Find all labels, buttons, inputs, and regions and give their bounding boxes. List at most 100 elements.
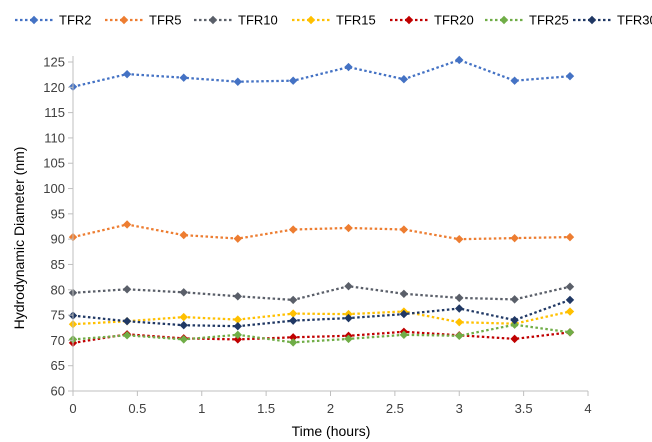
y-tick-label: 105: [43, 156, 65, 171]
data-point: [344, 313, 353, 323]
data-point: [288, 338, 298, 347]
x-tick-label: 2.5: [386, 401, 404, 416]
data-point: [344, 62, 353, 72]
series-line: [72, 285, 571, 302]
y-axis: Hydrodynamic Diameter (nm) 60 65 70 75 80 85 9…: [11, 55, 74, 399]
x-axis: Time (hours) 0 0.5 1 1.5 2 2.5 3 3.5 4: [69, 390, 592, 439]
legend-label: TFR10: [238, 13, 278, 28]
data-point: [179, 335, 188, 344]
series-line: [72, 310, 571, 326]
x-tick-label: 1.5: [257, 401, 275, 416]
data-point: [344, 282, 353, 291]
data-point: [399, 330, 409, 340]
data-point: [510, 295, 519, 304]
data-point: [565, 232, 575, 242]
legend-item: TFR5: [105, 13, 182, 28]
y-tick-label: 85: [51, 257, 65, 272]
legend-item: TFR10: [194, 13, 278, 28]
data-point: [455, 304, 464, 313]
data-point: [179, 230, 188, 240]
x-tick-label: 4: [584, 401, 591, 416]
legend-marker: [587, 15, 597, 25]
data-point: [179, 312, 188, 322]
data-point: [288, 225, 298, 234]
y-tick-label: 80: [51, 282, 65, 297]
legend-marker: [306, 15, 316, 25]
series-tfr10: [68, 282, 575, 305]
legend-label: TFR25: [529, 13, 569, 28]
legend-item: TFR2: [15, 13, 92, 28]
legend-label: TFR5: [149, 13, 182, 28]
legend-label: TFR2: [59, 13, 92, 28]
data-point: [510, 233, 519, 243]
x-tick-label: 3.5: [515, 401, 533, 416]
series-tfr2: [68, 55, 575, 92]
data-point: [179, 73, 188, 82]
data-point: [233, 335, 242, 344]
data-point: [510, 334, 519, 344]
data-point: [288, 76, 298, 85]
x-tick-label: 2: [327, 401, 334, 416]
data-point: [455, 293, 464, 303]
data-point: [233, 234, 242, 243]
y-tick-label: 75: [51, 308, 65, 323]
x-tick-label: 0.5: [128, 401, 146, 416]
data-point: [233, 315, 242, 324]
data-point: [122, 69, 132, 79]
legend-label: TFR20: [434, 13, 474, 28]
data-point: [565, 282, 575, 291]
data-point: [399, 309, 409, 319]
legend-label: TFR15: [336, 13, 376, 28]
data-point: [399, 225, 409, 234]
series-line: [72, 330, 571, 345]
data-point: [122, 220, 132, 229]
y-tick-label: 115: [44, 105, 65, 120]
x-tick-label: 3: [456, 401, 463, 416]
data-point: [122, 331, 132, 340]
data-point: [399, 289, 409, 299]
legend-item: TFR25: [485, 13, 569, 28]
series-line: [72, 58, 571, 88]
series-tfr15: [68, 307, 575, 329]
data-point: [510, 315, 519, 325]
x-axis-title: Time (hours): [292, 423, 371, 439]
series-line: [72, 323, 571, 344]
legend-marker: [499, 15, 509, 25]
legend-marker: [404, 15, 414, 25]
legend-item: TFR15: [292, 13, 376, 28]
legend-marker: [208, 15, 218, 25]
data-point: [288, 316, 298, 325]
legend-item: TFR30: [573, 13, 652, 28]
y-tick-label: 100: [43, 181, 65, 196]
y-tick-label: 95: [51, 206, 65, 221]
data-point: [565, 295, 575, 305]
series-line: [72, 223, 571, 241]
data-point: [344, 334, 353, 344]
legend-marker: [119, 15, 129, 25]
x-tick-label: 1: [198, 401, 205, 416]
data-point: [233, 322, 242, 331]
legend-item: TFR20: [390, 13, 474, 28]
data-point: [344, 223, 353, 233]
series-tfr30: [68, 295, 575, 331]
data-point: [455, 234, 464, 244]
series-tfr25: [68, 320, 575, 347]
data-point: [288, 309, 298, 318]
data-point: [510, 320, 519, 329]
data-point: [122, 285, 132, 294]
series-line: [72, 298, 571, 328]
series-tfr5: [68, 220, 575, 244]
plot-area: [68, 55, 575, 348]
legend-marker: [29, 15, 39, 25]
data-point: [122, 316, 132, 326]
data-point: [288, 295, 298, 305]
y-tick-label: 70: [51, 333, 65, 348]
data-point: [179, 321, 188, 330]
legend: TFR2 TFR5 TFR10 TFR15 TFR20 TFR25 TFR30: [15, 13, 652, 28]
y-tick-label: 65: [51, 358, 65, 373]
y-tick-label: 90: [51, 232, 65, 247]
y-axis-title: Hydrodynamic Diameter (nm): [11, 147, 27, 330]
data-point: [399, 75, 409, 84]
